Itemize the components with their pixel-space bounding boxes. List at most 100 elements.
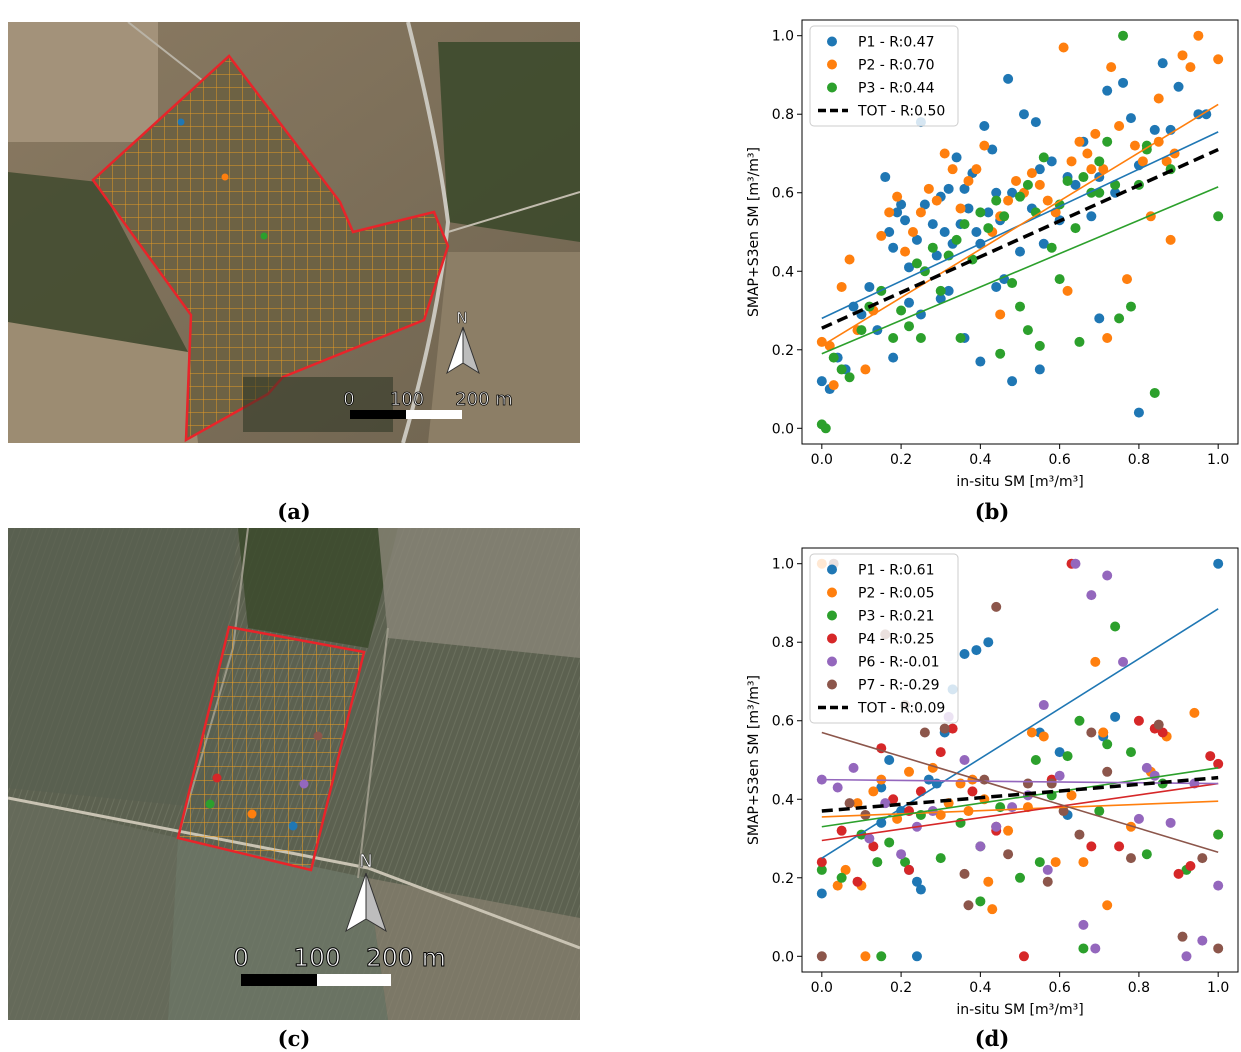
panel-label-a: (a) <box>277 499 311 524</box>
scale-label-100-a: 100 <box>390 389 424 410</box>
chart-d-point-series-5 <box>1197 935 1208 946</box>
north-label-c: N <box>359 851 372 872</box>
chart-d-point-series-3 <box>1094 806 1105 817</box>
chart-d-point-series-2 <box>1038 731 1049 742</box>
chart-b-point-series-1 <box>991 281 1002 292</box>
chart-d-point-series-3 <box>975 896 986 907</box>
chart-b-point-series-1 <box>1193 109 1204 120</box>
chart-d-point-series-6 <box>1197 853 1208 864</box>
chart-b-point-series-1 <box>939 227 950 237</box>
chart-d-legend-marker <box>827 679 837 690</box>
chart-d-point-series-6 <box>1058 806 1069 817</box>
map-a-point-1 <box>177 118 185 126</box>
chart-d-point-series-1 <box>884 755 895 765</box>
field-boundary-c <box>176 625 366 872</box>
chart-b-point-series-2 <box>836 281 847 292</box>
chart-b-point-series-3 <box>1074 336 1085 347</box>
chart-d-point-series-5 <box>1086 590 1097 601</box>
chart-b-point-series-1 <box>904 297 915 308</box>
chart-d-point-series-3 <box>1062 751 1073 762</box>
chart-d-point-series-2 <box>1189 707 1200 718</box>
chart-d-point-series-2 <box>1050 857 1061 868</box>
chart-d-point-series-2 <box>852 798 863 809</box>
chart-b-point-series-2 <box>1034 179 1045 190</box>
chart-d-point-series-1 <box>923 774 934 785</box>
chart-b-point-series-1 <box>1070 179 1081 190</box>
chart-b-legend-marker <box>827 82 837 93</box>
north-arrow-a: N <box>446 309 480 375</box>
chart-b-point-series-2 <box>860 364 871 375</box>
chart-b-xtick-label: 0.0 <box>811 452 833 468</box>
chart-b-point-series-1 <box>1149 124 1160 135</box>
chart-d-point-series-1 <box>971 645 982 656</box>
chart-b-point-series-1 <box>1102 85 1113 96</box>
chart-b-xtick-label: 0.8 <box>1128 452 1150 468</box>
chart-d-ytick-label: 0.0 <box>772 949 794 965</box>
chart-b-plot: 0.0 0.2 0.4 0.6 0.8 1.0 0.0 0.2 0.4 0.6 0.8 1.0 P1 -… <box>746 19 1239 490</box>
chart-d-point-series-3 <box>935 853 946 864</box>
chart-b-point-series-2 <box>1042 195 1053 206</box>
chart-b-point-series-1 <box>896 199 907 210</box>
chart-b-point-series-1 <box>1133 407 1144 418</box>
chart-d-point-series-6 <box>844 798 855 809</box>
chart-b-point-series-2 <box>955 203 966 214</box>
chart-b-point-series-3 <box>836 364 847 375</box>
chart-b-point-series-1 <box>1034 164 1045 175</box>
chart-d-point-series-3 <box>836 872 847 883</box>
chart-d-point-series-2 <box>1090 656 1101 667</box>
chart-b-point-series-3 <box>927 242 938 253</box>
chart-b-point-series-3 <box>1062 175 1073 186</box>
chart-d-point-series-4 <box>836 825 847 836</box>
chart-b-point-series-1 <box>1046 156 1057 167</box>
chart-d-point-series-4 <box>1213 758 1224 769</box>
chart-d-point-series-6 <box>959 868 970 879</box>
chart-b-point-series-3 <box>1022 179 1033 190</box>
chart-d-point-series-1 <box>1110 711 1121 722</box>
chart-b-point-series-3 <box>995 348 1006 359</box>
chart-d-point-series-3 <box>1102 739 1113 750</box>
chart-b-point-series-1 <box>1094 313 1105 324</box>
chart-b-point-series-3 <box>1007 278 1018 289</box>
chart-d-point-series-1 <box>911 951 922 962</box>
chart-d-point-series-1 <box>915 884 926 895</box>
chart-b-point-series-2 <box>1011 175 1022 186</box>
chart-d-point-series-2 <box>904 766 915 777</box>
chart-d-point-series-2 <box>987 904 998 915</box>
chart-b-point-series-2 <box>963 175 974 186</box>
chart-d-point-series-5 <box>975 841 986 852</box>
scale-bar-c: 0 100 200 m <box>233 943 447 986</box>
chart-b-point-series-2 <box>1193 30 1204 41</box>
chart-b-point-series-2 <box>1153 93 1164 104</box>
chart-b-point-series-1 <box>1125 113 1136 124</box>
chart-d-point-series-3 <box>1030 755 1041 765</box>
chart-d-point-series-4 <box>1157 727 1168 738</box>
chart-b-ytick-label: 1.0 <box>772 29 794 45</box>
chart-b-point-series-2 <box>1165 234 1176 245</box>
chart-b-legend-marker <box>827 59 837 70</box>
chart-d-point-series-5 <box>1007 802 1018 813</box>
panel-label-c: (c) <box>277 1026 311 1051</box>
chart-b-ytick-label: 0.2 <box>772 343 794 359</box>
chart-b-point-series-1 <box>1157 58 1168 69</box>
chart-b-point-series-2 <box>900 246 911 257</box>
chart-b-point-series-1 <box>1038 238 1049 249</box>
chart-b-legend-label: P2 - R:0.70 <box>858 58 935 74</box>
chart-b-point-series-1 <box>1030 117 1041 128</box>
chart-d-point-series-6 <box>991 601 1002 612</box>
chart-d-point-series-3 <box>876 951 887 962</box>
chart-b-point-series-1 <box>971 227 982 237</box>
chart-d-legend-label: P6 - R:-0.01 <box>858 655 940 671</box>
chart-b-ytick-label: 0.6 <box>772 186 794 202</box>
chart-d-legend-marker <box>827 656 837 667</box>
chart-d-xtick-label: 0.4 <box>969 980 991 996</box>
chart-d-point-series-5 <box>959 755 970 765</box>
chart-b-point-series-2 <box>995 309 1006 320</box>
chart-b-point-series-2 <box>931 195 942 206</box>
chart-b-fit-line-series-4 <box>821 147 1219 330</box>
chart-d-point-series-4 <box>904 864 915 875</box>
chart-b-point-series-1 <box>911 234 922 245</box>
chart-b-point-series-1 <box>935 293 946 304</box>
chart-d-ytick-label: 0.2 <box>772 871 794 887</box>
chart-d-point-series-5 <box>1118 656 1129 667</box>
chart-d-point-series-6 <box>939 723 950 734</box>
